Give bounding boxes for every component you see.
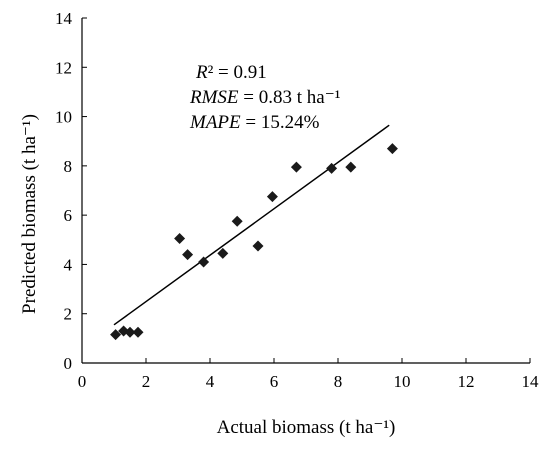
x-axis-title: Actual biomass (t ha⁻¹) <box>217 417 396 438</box>
y-tick-label: 4 <box>64 255 73 274</box>
stat-annotation: MAPE = 15.24% <box>189 112 320 133</box>
data-point <box>290 161 302 173</box>
data-point <box>110 329 122 341</box>
x-tick-label: 10 <box>394 372 411 391</box>
y-tick-label: 12 <box>55 58 72 77</box>
data-point <box>345 161 357 173</box>
data-point <box>132 326 144 338</box>
x-tick-label: 2 <box>142 372 151 391</box>
x-tick-label: 14 <box>522 372 540 391</box>
y-tick-label: 8 <box>64 157 73 176</box>
trendline <box>113 124 390 326</box>
x-tick-label: 12 <box>458 372 475 391</box>
stat-annotation: RMSE = 0.83 t ha⁻¹ <box>189 87 341 108</box>
y-tick-label: 6 <box>64 206 73 225</box>
data-point <box>326 162 338 174</box>
data-point <box>124 326 136 338</box>
data-point <box>174 233 186 245</box>
ticks: 0 2 4 6 8 10 12 14 0 2 4 6 8 10 12 14 <box>55 9 539 391</box>
y-tick-label: 2 <box>64 305 73 324</box>
data-points <box>110 143 398 341</box>
data-point <box>386 143 398 155</box>
y-tick-label: 0 <box>64 354 73 373</box>
data-point <box>118 325 130 337</box>
data-point <box>182 249 194 261</box>
x-tick-label: 4 <box>206 372 215 391</box>
data-point <box>217 247 229 259</box>
y-tick-label: 14 <box>55 9 73 28</box>
stat-annotation: R² = 0.91 <box>195 62 267 83</box>
trendline-group <box>113 124 390 326</box>
x-tick-label: 8 <box>334 372 343 391</box>
data-point <box>198 256 210 268</box>
y-tick-label: 10 <box>55 108 72 127</box>
axes <box>81 18 530 364</box>
y-axis-title: Predicted biomass (t ha⁻¹) <box>19 114 40 314</box>
statistics-annotations: R² = 0.91 RMSE = 0.83 t ha⁻¹ MAPE = 15.24% <box>189 62 341 133</box>
x-tick-label: 0 <box>78 372 87 391</box>
x-tick-label: 6 <box>270 372 279 391</box>
data-point <box>252 240 264 252</box>
data-point <box>266 191 278 203</box>
data-point <box>231 215 243 227</box>
